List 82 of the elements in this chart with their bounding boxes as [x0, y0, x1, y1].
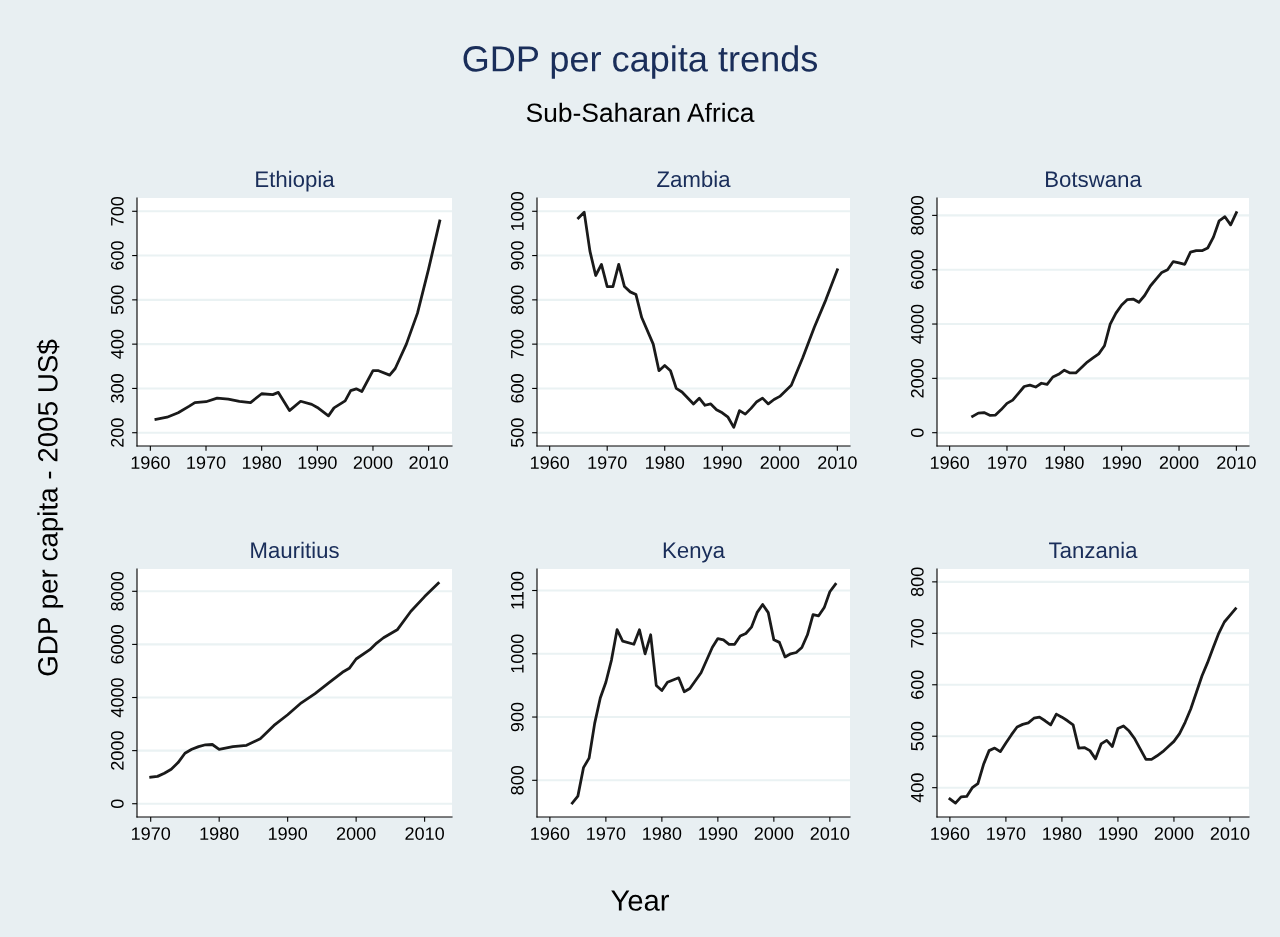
- y-tick-label: 500: [910, 721, 924, 751]
- y-tick-label: 700: [910, 618, 924, 648]
- y-tick-label: 800: [910, 567, 924, 597]
- x-tick-label: 1980: [200, 827, 239, 840]
- x-tick-label: 1990: [1099, 827, 1138, 840]
- text: GDP per capita trends: [463, 45, 818, 79]
- y-tick-label: 900: [510, 241, 524, 270]
- x-tick-label: 2010: [1210, 827, 1250, 840]
- y-tick-label: 800: [510, 765, 524, 795]
- x-axis-title: Year: [611, 890, 669, 911]
- x-tick-label: 1960: [930, 456, 969, 469]
- x-tick-label: 2000: [336, 827, 376, 840]
- x-tick-label: 1970: [987, 827, 1026, 840]
- y-tick-label: 700: [110, 196, 124, 226]
- x-tick-label: 1970: [187, 456, 226, 469]
- y-tick-label: 6000: [110, 625, 124, 664]
- y-tick-label: 8000: [910, 196, 924, 235]
- y-tick-label: 900: [510, 702, 524, 732]
- y-tick-label: 600: [110, 241, 124, 270]
- x-tick-label: 2010: [810, 827, 850, 840]
- y-tick-label: 400: [110, 329, 124, 359]
- y-tick-label: 1000: [510, 634, 524, 673]
- y-axis-title: GDP per capita - 2005 US$: [36, 339, 64, 676]
- y-tick-label: 500: [510, 418, 524, 448]
- y-tick-label: 8000: [110, 571, 124, 611]
- x-tick-label: 1960: [131, 456, 170, 469]
- x-tick-label: 1960: [530, 456, 570, 469]
- x-tick-label: 1970: [588, 456, 627, 469]
- y-tick-label: 1100: [510, 571, 524, 609]
- x-tick-label: 1960: [531, 827, 570, 840]
- y-tick-label: 4000: [910, 304, 924, 344]
- x-tick-label: 2000: [1159, 456, 1199, 469]
- x-tick-label: 2010: [409, 456, 448, 469]
- x-tick-label: 1990: [699, 827, 738, 840]
- chart-title: Ethiopia: [256, 170, 335, 192]
- x-tick-label: 2000: [1154, 827, 1194, 840]
- x-tick-label: 1990: [268, 827, 308, 840]
- x-tick-label: 1990: [1102, 456, 1142, 469]
- line-series: [971, 211, 1238, 418]
- x-tick-label: 1970: [131, 827, 171, 840]
- x-tick-label: 1980: [242, 456, 282, 469]
- x-tick-label: 2000: [353, 456, 393, 469]
- x-tick-label: 2010: [818, 456, 857, 469]
- y-tick-label: 200: [110, 418, 124, 447]
- chart-title: Tanzania: [1049, 541, 1138, 559]
- line-series: [948, 607, 1237, 805]
- y-tick-label: 6000: [910, 250, 924, 289]
- y-tick-label: 2000: [110, 731, 124, 770]
- chart-title: Kenya: [663, 542, 726, 563]
- chart-title: Mauritius: [251, 541, 339, 559]
- line-series: [570, 582, 837, 805]
- chart-title: Zambia: [657, 170, 731, 188]
- x-tick-label: 1980: [643, 827, 682, 840]
- y-tick-label: 300: [110, 374, 124, 403]
- y-tick-label: 800: [510, 285, 524, 315]
- y-tick-label: 1000: [510, 191, 524, 230]
- x-tick-label: 1990: [298, 456, 337, 469]
- x-tick-label: 1980: [646, 456, 685, 469]
- y-tick-label: 500: [110, 285, 124, 315]
- line-series: [577, 210, 839, 429]
- x-tick-label: 1980: [1043, 827, 1082, 840]
- y-tick-label: 600: [910, 670, 924, 699]
- x-tick-label: 1990: [703, 456, 742, 469]
- x-tick-label: 2010: [1217, 456, 1256, 469]
- y-tick-label: 700: [510, 329, 524, 359]
- y-tick-label: 2000: [910, 358, 924, 398]
- x-tick-label: 2010: [405, 827, 444, 840]
- line-series: [154, 219, 442, 421]
- y-tick-label: 400: [910, 773, 924, 803]
- y-tick-label: 4000: [110, 678, 124, 718]
- y-tick-label: 0: [110, 799, 124, 809]
- y-tick-label: 0: [910, 428, 924, 438]
- x-tick-label: 2000: [760, 456, 800, 469]
- y-tick-label: 600: [510, 374, 524, 403]
- x-tick-label: 2000: [754, 827, 794, 840]
- x-tick-label: 1980: [1045, 456, 1084, 469]
- x-tick-label: 1970: [988, 456, 1027, 469]
- x-tick-label: 1960: [931, 827, 970, 840]
- line-series: [149, 581, 440, 779]
- x-tick-label: 1970: [587, 827, 626, 840]
- chart-title: Botswana: [1046, 171, 1142, 188]
- text: Sub-Saharan Africa: [526, 102, 755, 123]
